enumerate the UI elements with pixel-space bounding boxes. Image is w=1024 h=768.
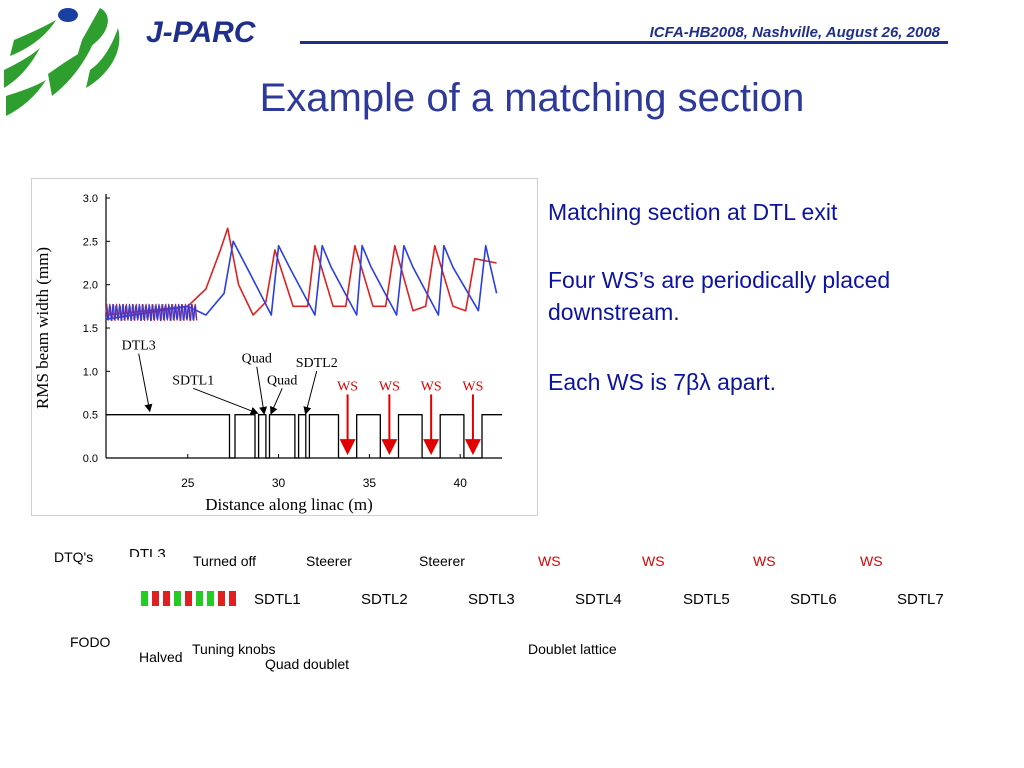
jparc-logo: J-PARC: [4, 8, 257, 116]
annotation-arrow: [193, 387, 259, 415]
x-tick-label: 35: [363, 476, 377, 490]
label-dtl3: DTL3: [129, 546, 166, 563]
beam-width-chart: 0.0 0.5 1.0 1.5 2.0 2.5 3.0 25 30 35 40 Distance al…: [31, 178, 538, 516]
label-ws-3: WS: [753, 553, 776, 569]
quad-marker: [185, 591, 192, 606]
label-fodo: FODO: [70, 634, 111, 650]
section-sdtl7: SDTL7: [897, 591, 944, 608]
chart-svg: 0.0 0.5 1.0 1.5 2.0 2.5 3.0 25 30 35 40 Distance al…: [33, 193, 502, 514]
quad-marker: [218, 591, 225, 606]
label-tuning-knobs: Tuning knobs: [192, 641, 276, 657]
ws-annotation: WS: [337, 379, 358, 394]
x-tick-label: 40: [454, 476, 468, 490]
quad-marker: [152, 591, 159, 606]
quad-marker: [207, 591, 214, 606]
y-tick-label: 0.0: [83, 453, 98, 465]
y-tick-label: 1.0: [83, 366, 98, 378]
conference-label: ICFA-HB2008, Nashville, August 26, 2008: [649, 24, 940, 41]
slide-title: Example of a matching section: [259, 76, 805, 120]
y-axis-title: RMS beam width (mm): [33, 247, 52, 409]
y-tick-label: 1.5: [83, 323, 98, 335]
bullet-1: Matching section at DTL exit: [548, 199, 838, 225]
ws-annotation: WS: [421, 379, 442, 394]
section-sdtl6: SDTL6: [790, 591, 837, 608]
y-tick-label: 2.0: [83, 280, 98, 292]
y-tick-label: 2.5: [83, 236, 98, 248]
section-sdtl5: SDTL5: [683, 591, 730, 608]
section-sdtl3: SDTL3: [468, 591, 515, 608]
label-ws-4: WS: [860, 553, 883, 569]
annotation-arrow: [138, 353, 153, 413]
annotation-arrow: [256, 366, 268, 415]
quad-marker: [229, 591, 236, 606]
x-tick-label: 30: [272, 476, 286, 490]
chart-annotation: DTL3: [122, 339, 156, 354]
section-sdtl2: SDTL2: [361, 591, 408, 608]
x-axis-title: Distance along linac (m): [205, 495, 373, 514]
y-tick-label: 0.5: [83, 410, 98, 422]
bullet-4: Each WS is 7βλ apart.: [548, 369, 776, 395]
y-tick-label: 3.0: [83, 193, 98, 205]
quad-marker: [163, 591, 170, 606]
logo-emblem-icon: [4, 8, 120, 116]
chart-annotation: Quad: [267, 373, 297, 388]
bullet-2: Four WS’s are periodically placed: [548, 267, 891, 293]
annotation-arrow: [270, 388, 283, 415]
label-turned-off: Turned off: [193, 553, 257, 569]
label-steerer-1: Steerer: [306, 553, 352, 569]
section-sdtl4: SDTL4: [575, 591, 622, 608]
logo-text: J-PARC: [146, 16, 257, 49]
quad-markers: [141, 591, 236, 606]
label-ws-2: WS: [642, 553, 665, 569]
series-red-line: [105, 227, 497, 316]
quad-marker: [141, 591, 148, 606]
ws-annotation: WS: [379, 379, 400, 394]
bullet-3: downstream.: [548, 299, 680, 325]
label-dtqs: DTQ's: [54, 549, 94, 565]
chart-annotation: SDTL1: [172, 373, 214, 388]
quad-marker: [196, 591, 203, 606]
chart-annotation: SDTL2: [296, 356, 338, 371]
section-sdtl1: SDTL1: [254, 591, 301, 608]
lattice-layout-line: [106, 414, 502, 459]
quad-marker: [174, 591, 181, 606]
header-rule: [300, 41, 948, 44]
oscillation-line: [105, 303, 198, 322]
label-quad-doublet: Quad doublet: [265, 656, 350, 672]
label-doublet-lattice: Doublet lattice: [528, 641, 617, 657]
chart-annotation: Quad: [242, 352, 272, 367]
series-blue-line: [105, 240, 498, 321]
ws-annotation: WS: [462, 379, 483, 394]
label-steerer-2: Steerer: [419, 553, 465, 569]
label-halved: Halved: [139, 649, 183, 665]
annotation-arrow: [303, 370, 318, 415]
label-ws-1: WS: [538, 553, 561, 569]
x-tick-label: 25: [181, 476, 195, 490]
